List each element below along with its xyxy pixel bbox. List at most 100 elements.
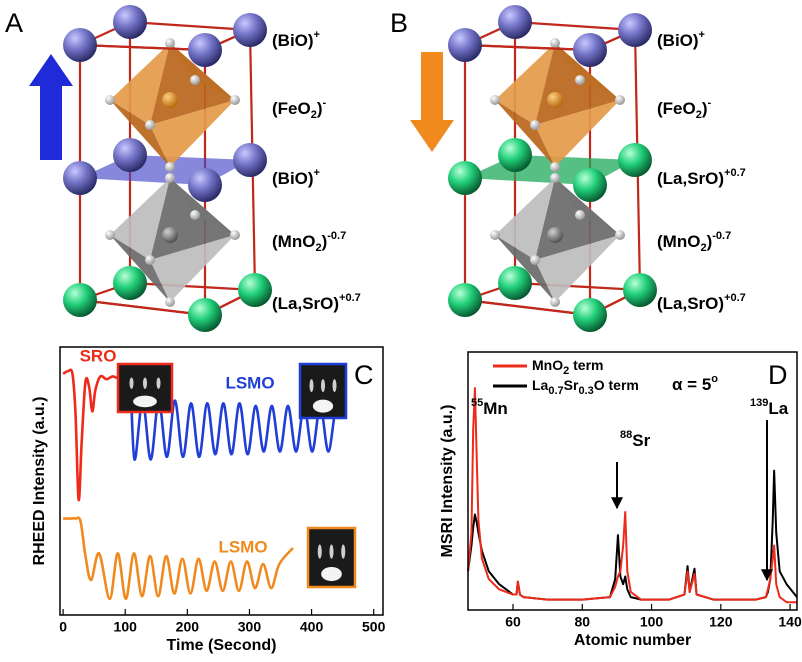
oxygen <box>490 95 500 105</box>
text-part: (BiO) <box>657 31 699 50</box>
polarization-arrow <box>29 54 73 86</box>
label: (La,SrO)+0.7 <box>272 292 361 314</box>
text-part: (La,SrO) <box>657 294 724 313</box>
sup: +0.7 <box>339 292 361 304</box>
oxygen <box>165 173 175 183</box>
sub: 0.3 <box>578 385 593 397</box>
octahedron <box>150 235 235 302</box>
y-axis-title: RHEED Intensity (a.u.) <box>31 397 48 566</box>
atom <box>188 298 222 332</box>
atom <box>238 273 272 307</box>
atom <box>63 161 97 195</box>
oxygen <box>550 297 560 307</box>
sup: + <box>314 167 320 179</box>
x-tick-label: 400 <box>300 619 324 635</box>
x-tick-label: 60 <box>505 614 521 630</box>
label: MnO2 term <box>532 357 603 377</box>
text-part: (FeO <box>272 99 311 118</box>
rheed-spot <box>312 399 334 413</box>
label: (La,SrO)+0.7 <box>657 292 746 314</box>
oxygen <box>550 162 560 172</box>
panel-letter: D <box>768 360 788 390</box>
oxygen <box>550 173 560 183</box>
oxygen <box>530 255 540 265</box>
atom <box>63 28 97 62</box>
sup: - <box>323 97 327 109</box>
label: (BiO)+ <box>272 29 320 51</box>
atom <box>188 33 222 67</box>
sup: 55 <box>471 397 483 409</box>
octahedron <box>535 235 620 302</box>
rheed-streak <box>129 377 134 389</box>
text-part: ) <box>707 232 713 251</box>
sup: -0.7 <box>327 230 346 242</box>
oxygen <box>190 210 200 220</box>
label: La0.7Sr0.3O term <box>532 377 639 397</box>
rheed-spot <box>133 395 157 408</box>
oxygen <box>230 230 240 240</box>
atom <box>448 28 482 62</box>
oxygen <box>145 120 155 130</box>
rheed-streak <box>143 377 147 389</box>
sup: +0.7 <box>724 292 746 304</box>
text-part: (BiO) <box>272 169 314 188</box>
atom <box>618 13 652 47</box>
atom <box>623 273 657 307</box>
x-tick-label: 500 <box>362 619 386 635</box>
atom <box>113 266 147 300</box>
polarization-arrow <box>421 52 443 124</box>
atom <box>498 5 532 39</box>
octahedron <box>495 235 555 302</box>
sup: + <box>699 29 705 41</box>
x-tick-label: 100 <box>640 614 664 630</box>
polarization-arrow <box>40 82 62 160</box>
text-part: Sr <box>564 377 579 393</box>
oxygen <box>190 75 200 85</box>
sub: 0.7 <box>548 385 563 397</box>
label: 88Sr <box>620 429 651 451</box>
cell-edge <box>79 43 206 52</box>
text-part: ) <box>322 232 328 251</box>
sup: +0.7 <box>724 167 746 179</box>
text-part: term <box>569 357 603 373</box>
text-part: (BiO) <box>272 31 314 50</box>
x-axis-title: Time (Second) <box>167 637 277 654</box>
atom <box>233 13 267 47</box>
label: (MnO2)-0.7 <box>272 230 346 254</box>
series-line <box>63 516 294 601</box>
label: (FeO2)- <box>657 97 712 121</box>
oxygen <box>575 210 585 220</box>
text-part: Sr <box>632 431 650 450</box>
oxygen <box>165 297 175 307</box>
panel-letter: C <box>354 360 374 390</box>
atom <box>63 283 97 317</box>
plot-frame <box>59 346 384 616</box>
annotation: LSMO <box>225 373 274 392</box>
oxygen <box>530 120 540 130</box>
cation <box>547 227 563 243</box>
sub: 2 <box>315 242 321 254</box>
annotation: SRO <box>80 346 117 365</box>
cell-edge <box>79 298 206 317</box>
atom <box>113 138 147 172</box>
atom <box>498 266 532 300</box>
rheed-streak <box>317 544 322 559</box>
rheed-streak <box>329 544 334 559</box>
x-tick-label: 200 <box>176 619 200 635</box>
sup: - <box>708 97 712 109</box>
text-part: (MnO <box>272 232 315 251</box>
sub: 2 <box>696 109 702 121</box>
label: (La,SrO)+0.7 <box>657 167 746 189</box>
label: 55Mn <box>471 397 508 419</box>
oxygen <box>105 95 115 105</box>
sub: 2 <box>563 365 569 377</box>
atom <box>188 168 222 202</box>
atom <box>113 5 147 39</box>
oxygen <box>615 95 625 105</box>
cation <box>547 92 563 108</box>
text-part: ) <box>317 99 323 118</box>
text-part: (MnO <box>657 232 700 251</box>
text-part: (La,SrO) <box>657 169 724 188</box>
text-part: α = 5 <box>672 375 711 394</box>
plot-frame <box>467 351 798 611</box>
